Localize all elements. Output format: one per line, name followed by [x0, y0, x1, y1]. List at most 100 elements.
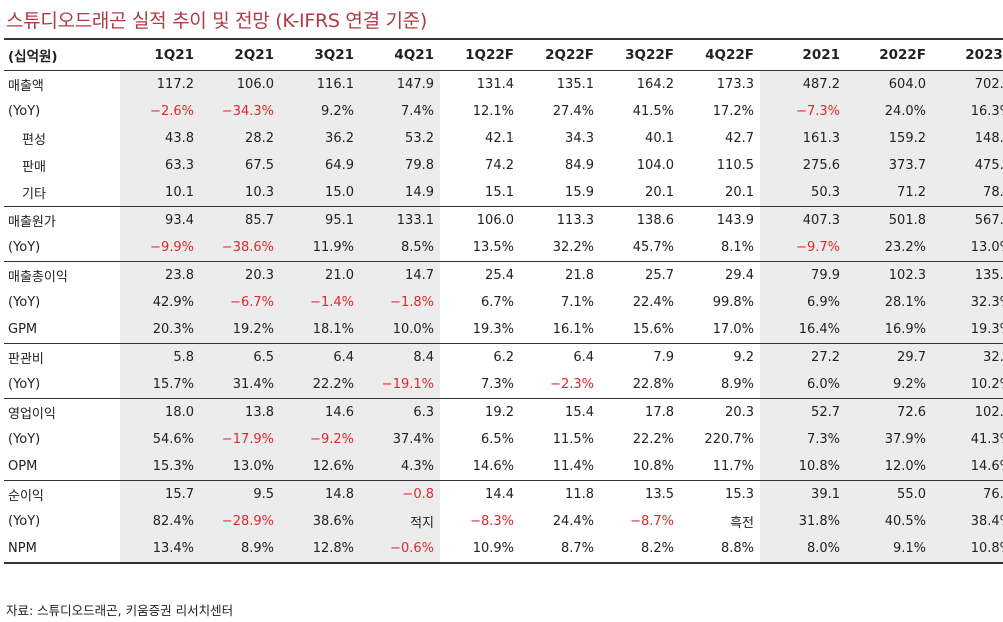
- table-cell: 36.2: [280, 125, 360, 152]
- row-label: 판매: [22, 160, 46, 175]
- table-cell: −34.3%: [200, 98, 280, 125]
- table-cell: 78.6: [932, 179, 1003, 207]
- header-3q22f: 3Q22F: [600, 38, 680, 71]
- table-cell: 22.2%: [280, 371, 360, 399]
- table-cell: 6.0%: [760, 371, 846, 399]
- table-cell: 20.3: [680, 398, 760, 426]
- table-cell: 31.8%: [760, 508, 846, 535]
- row-label: (YoY): [8, 240, 41, 255]
- table-cell: 159.2: [846, 125, 932, 152]
- table-cell: −19.1%: [360, 371, 440, 399]
- table-cell: 13.8: [200, 398, 280, 426]
- table-cell: 38.4%: [932, 508, 1003, 535]
- table-cell: 604.0: [846, 70, 932, 98]
- table-cell: 적지: [360, 508, 440, 535]
- table-cell: 6.9%: [760, 289, 846, 316]
- financial-table: (십억원) 1Q21 2Q21 3Q21 4Q21 1Q22F 2Q22F 3Q22F 4Q22…: [4, 38, 1003, 564]
- table-cell: 85.7: [200, 206, 280, 234]
- table-cell: 102.6: [932, 398, 1003, 426]
- table-cell: 25.7: [600, 261, 680, 289]
- table-cell: 24.4%: [552, 514, 594, 529]
- table-cell: 25.4: [440, 261, 520, 289]
- table-cell: 45.7%: [632, 240, 674, 255]
- table-cell: 12.1%: [472, 104, 514, 119]
- table-cell: 6.4: [280, 343, 360, 371]
- header-1q21: 1Q21: [120, 38, 200, 71]
- table-cell: 9.2: [680, 343, 760, 371]
- table-row: NPM 13.4% 8.9% 12.8% −0.6% 10.9% 8.7% 8.2% 8.8% 8…: [4, 535, 1003, 564]
- table-cell: 8.7%: [520, 535, 600, 564]
- table-cell: 102.3: [846, 261, 932, 289]
- row-label: NPM: [4, 535, 120, 564]
- table-cell: 9.1%: [846, 535, 932, 564]
- table-cell: 11.5%: [552, 432, 594, 447]
- table-cell: 275.6: [760, 152, 846, 179]
- table-cell: −17.9%: [200, 426, 280, 453]
- table-cell: 23.8: [120, 261, 200, 289]
- table-cell: 95.1: [280, 206, 360, 234]
- header-2q22f: 2Q22F: [520, 38, 600, 71]
- table-row: 기타 10.1 10.3 15.0 14.9 15.1 15.9 20.1 20.1 50.3 71…: [4, 179, 1003, 207]
- row-label: 기타: [22, 187, 46, 202]
- table-cell: 5.8: [120, 343, 200, 371]
- table-cell: 8.2%: [600, 535, 680, 564]
- table-cell: 40.1: [645, 131, 674, 146]
- table-row: 판매 63.3 67.5 64.9 79.8 74.2 84.9 104.0 110.5 275.…: [4, 152, 1003, 179]
- table-cell: 15.1: [485, 185, 514, 200]
- table-cell: 4.3%: [360, 453, 440, 481]
- table-cell: 8.5%: [360, 234, 440, 262]
- row-label: 매출원가: [4, 206, 120, 234]
- table-cell: 38.6%: [280, 508, 360, 535]
- table-cell: 15.7: [120, 480, 200, 508]
- table-cell: 12.8%: [280, 535, 360, 564]
- table-cell: 10.9%: [440, 535, 520, 564]
- table-row: 편성 43.8 28.2 36.2 53.2 42.1 34.3 40.1 42.7 161.3 1…: [4, 125, 1003, 152]
- row-label: 매출액: [8, 79, 44, 94]
- table-cell: 41.5%: [632, 104, 674, 119]
- table-cell: −1.4%: [280, 289, 360, 316]
- header-4q21: 4Q21: [360, 38, 440, 71]
- table-cell: 72.6: [846, 398, 932, 426]
- table-cell: 14.9: [360, 179, 440, 207]
- table-cell: 17.2%: [712, 104, 754, 119]
- table-cell: 14.6: [280, 398, 360, 426]
- table-cell: 110.5: [716, 158, 754, 173]
- table-cell: 20.1: [725, 185, 754, 200]
- table-cell: 220.7%: [704, 432, 754, 447]
- table-cell: 24.0%: [846, 98, 932, 125]
- header-row: (십억원) 1Q21 2Q21 3Q21 4Q21 1Q22F 2Q22F 3Q22F 4Q22…: [4, 38, 1003, 71]
- table-cell: 12.0%: [846, 453, 932, 481]
- table-cell: −9.2%: [280, 426, 360, 453]
- table-cell: 11.9%: [280, 234, 360, 262]
- table-title: 스튜디오드래곤 실적 추이 및 전망 (K-IFRS 연결 기준): [6, 10, 427, 32]
- table-cell: 37.4%: [360, 426, 440, 453]
- table-cell: 15.6%: [632, 322, 674, 337]
- table-cell: 8.1%: [720, 240, 754, 255]
- table-cell: 7.3%: [760, 426, 846, 453]
- row-label: 영업이익: [4, 398, 120, 426]
- table-cell: 71.2: [846, 179, 932, 207]
- table-cell: 28.1%: [846, 289, 932, 316]
- table-cell: 10.8%: [932, 535, 1003, 564]
- table-cell: 13.0%: [200, 453, 280, 481]
- table-cell: 20.1: [645, 185, 674, 200]
- table-cell: −6.7%: [200, 289, 280, 316]
- table-cell: −1.8%: [360, 289, 440, 316]
- table-cell: 8.8%: [680, 535, 760, 564]
- table-cell: 138.6: [600, 206, 680, 234]
- table-cell: 702.3: [932, 70, 1003, 98]
- table-cell: 106.0: [200, 70, 280, 98]
- table-cell: 63.3: [120, 152, 200, 179]
- table-cell: −7.3%: [760, 98, 846, 125]
- table-cell: 9.2%: [280, 98, 360, 125]
- table-cell: 6.7%: [480, 295, 514, 310]
- table-cell: 39.1: [760, 480, 846, 508]
- table-cell: 31.4%: [200, 371, 280, 399]
- table-cell: 147.9: [360, 70, 440, 98]
- table-cell: −28.9%: [200, 508, 280, 535]
- table-cell: 116.1: [280, 70, 360, 98]
- table-cell: −9.9%: [120, 234, 200, 262]
- table-cell: 6.3: [360, 398, 440, 426]
- table-cell: −38.6%: [200, 234, 280, 262]
- table-cell: 50.3: [760, 179, 846, 207]
